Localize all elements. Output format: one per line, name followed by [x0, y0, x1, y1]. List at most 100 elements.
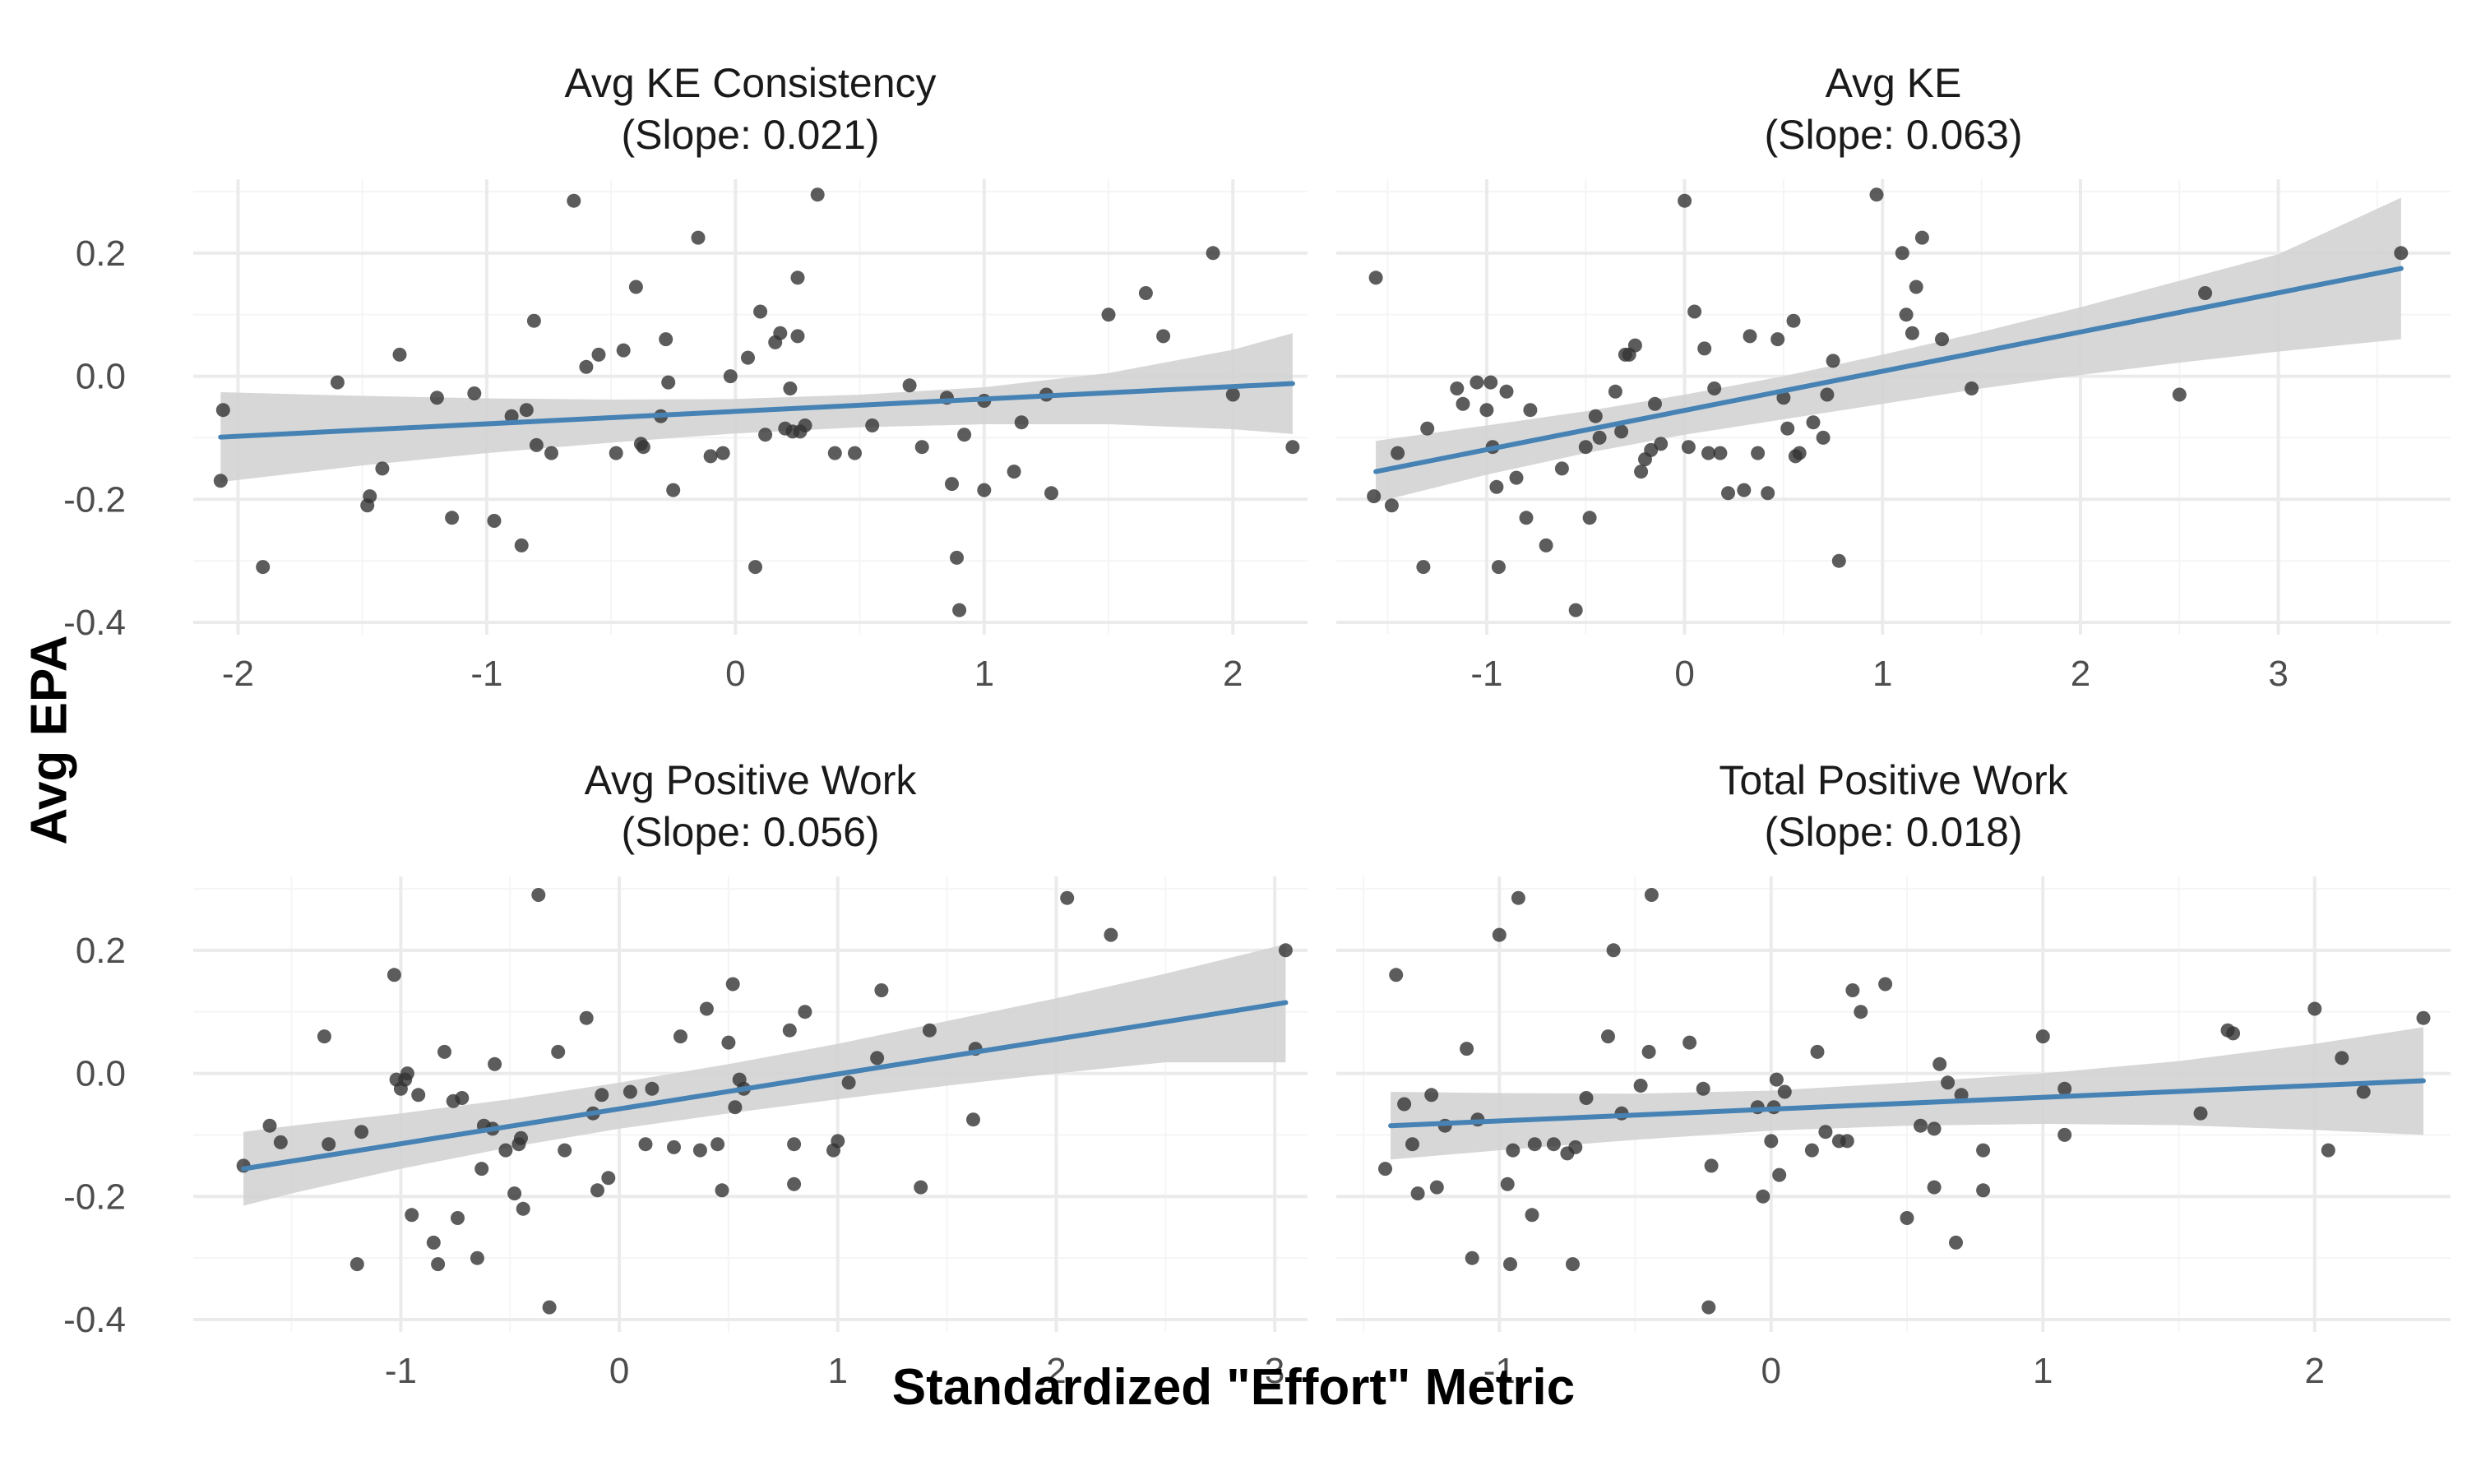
data-point [262, 1118, 277, 1133]
data-point [1588, 409, 1603, 423]
x-tick-label: -1 [385, 1351, 417, 1391]
data-point [699, 1001, 714, 1016]
data-point [1456, 396, 1470, 411]
data-point [1405, 1137, 1419, 1152]
data-point [659, 332, 673, 347]
data-point [723, 369, 738, 384]
data-point [213, 474, 228, 488]
data-point [1820, 387, 1835, 402]
data-point [1479, 403, 1494, 418]
data-point [1721, 486, 1735, 501]
data-point [1761, 486, 1775, 501]
data-point [1965, 381, 1979, 395]
data-point [431, 1257, 446, 1272]
data-point [322, 1137, 336, 1152]
data-point [595, 1088, 609, 1103]
data-point [1772, 1167, 1787, 1182]
data-point [870, 1051, 885, 1066]
data-point [1007, 465, 1021, 479]
data-point [977, 483, 992, 497]
data-point [1840, 1134, 1854, 1149]
y-tick-label: 0.2 [76, 233, 126, 274]
data-point [1014, 415, 1029, 430]
x-tick-label: 1 [2033, 1351, 2053, 1391]
data-point [2193, 1106, 2208, 1121]
data-point [1654, 437, 1669, 451]
data-point [945, 477, 959, 492]
data-point [375, 461, 390, 476]
x-tick-label: 1 [828, 1351, 848, 1391]
data-point [514, 1130, 528, 1145]
data-point [567, 193, 581, 208]
data-point [1941, 1075, 1956, 1090]
data-point [519, 403, 534, 418]
data-point [1489, 479, 1504, 494]
data-point [1786, 313, 1801, 328]
data-point [1737, 483, 1752, 497]
data-point [1582, 511, 1597, 525]
data-point [1831, 553, 1846, 568]
data-point [488, 1056, 502, 1071]
data-point [692, 1143, 707, 1158]
x-tick-label: 2 [1046, 1351, 1066, 1391]
data-point [2307, 1001, 2322, 1016]
x-tick-label: 2 [2071, 654, 2090, 694]
data-point [526, 313, 541, 328]
data-point [1503, 1257, 1517, 1272]
data-point [661, 375, 676, 390]
data-point [728, 1100, 743, 1115]
data-point [2335, 1051, 2349, 1066]
panel-subtitle: (Slope: 0.021) [621, 112, 879, 158]
data-point [1389, 968, 1404, 982]
data-point [429, 391, 444, 405]
data-point [579, 1010, 594, 1025]
data-point [1138, 286, 1153, 300]
x-tick-label: 3 [2268, 654, 2288, 694]
data-point [1614, 424, 1629, 439]
data-point [514, 538, 529, 552]
data-point [1697, 341, 1712, 356]
x-tick-label: 1 [974, 654, 994, 694]
data-point [831, 1134, 845, 1149]
data-point [1792, 446, 1807, 460]
data-point [798, 418, 812, 432]
data-point [1500, 1177, 1515, 1191]
data-point [1895, 246, 1909, 261]
data-point [2057, 1081, 2072, 1096]
data-point [787, 1137, 802, 1152]
data-point [273, 1135, 288, 1149]
data-point [1491, 560, 1506, 575]
data-point [1845, 983, 1860, 997]
data-point [1606, 943, 1621, 958]
data-point [516, 1201, 530, 1216]
data-point [1713, 446, 1728, 460]
data-point [1854, 1005, 1868, 1019]
data-point [1770, 332, 1785, 347]
data-point [1927, 1180, 1942, 1195]
data-point [827, 446, 842, 460]
y-tick-label: -0.4 [63, 603, 126, 643]
trend-line [1388, 1078, 2426, 1129]
data-point [1509, 470, 1524, 485]
x-tick-label: -1 [1470, 654, 1502, 694]
data-point [1601, 1029, 1615, 1044]
data-point [1384, 498, 1399, 513]
data-point [1367, 489, 1382, 504]
data-point [1927, 1121, 1942, 1136]
data-point [1914, 230, 1929, 245]
panel-title: Avg KE [1826, 60, 1962, 106]
panel-title: Avg Positive Work [585, 757, 918, 803]
data-point [616, 343, 631, 358]
data-point [1420, 421, 1435, 436]
data-point [1756, 1189, 1770, 1204]
data-point [623, 1084, 637, 1099]
data-point [1701, 1300, 1716, 1315]
data-point [609, 446, 623, 460]
data-point [363, 489, 377, 504]
data-point [2057, 1127, 2072, 1142]
data-point [1878, 977, 1893, 992]
data-point [354, 1125, 369, 1140]
panel-2: -1 0 1 2 3 Avg KE (Slope: 0.063) [1336, 60, 2451, 694]
x-tick-label: 0 [609, 1351, 629, 1391]
data-point [405, 1208, 419, 1223]
